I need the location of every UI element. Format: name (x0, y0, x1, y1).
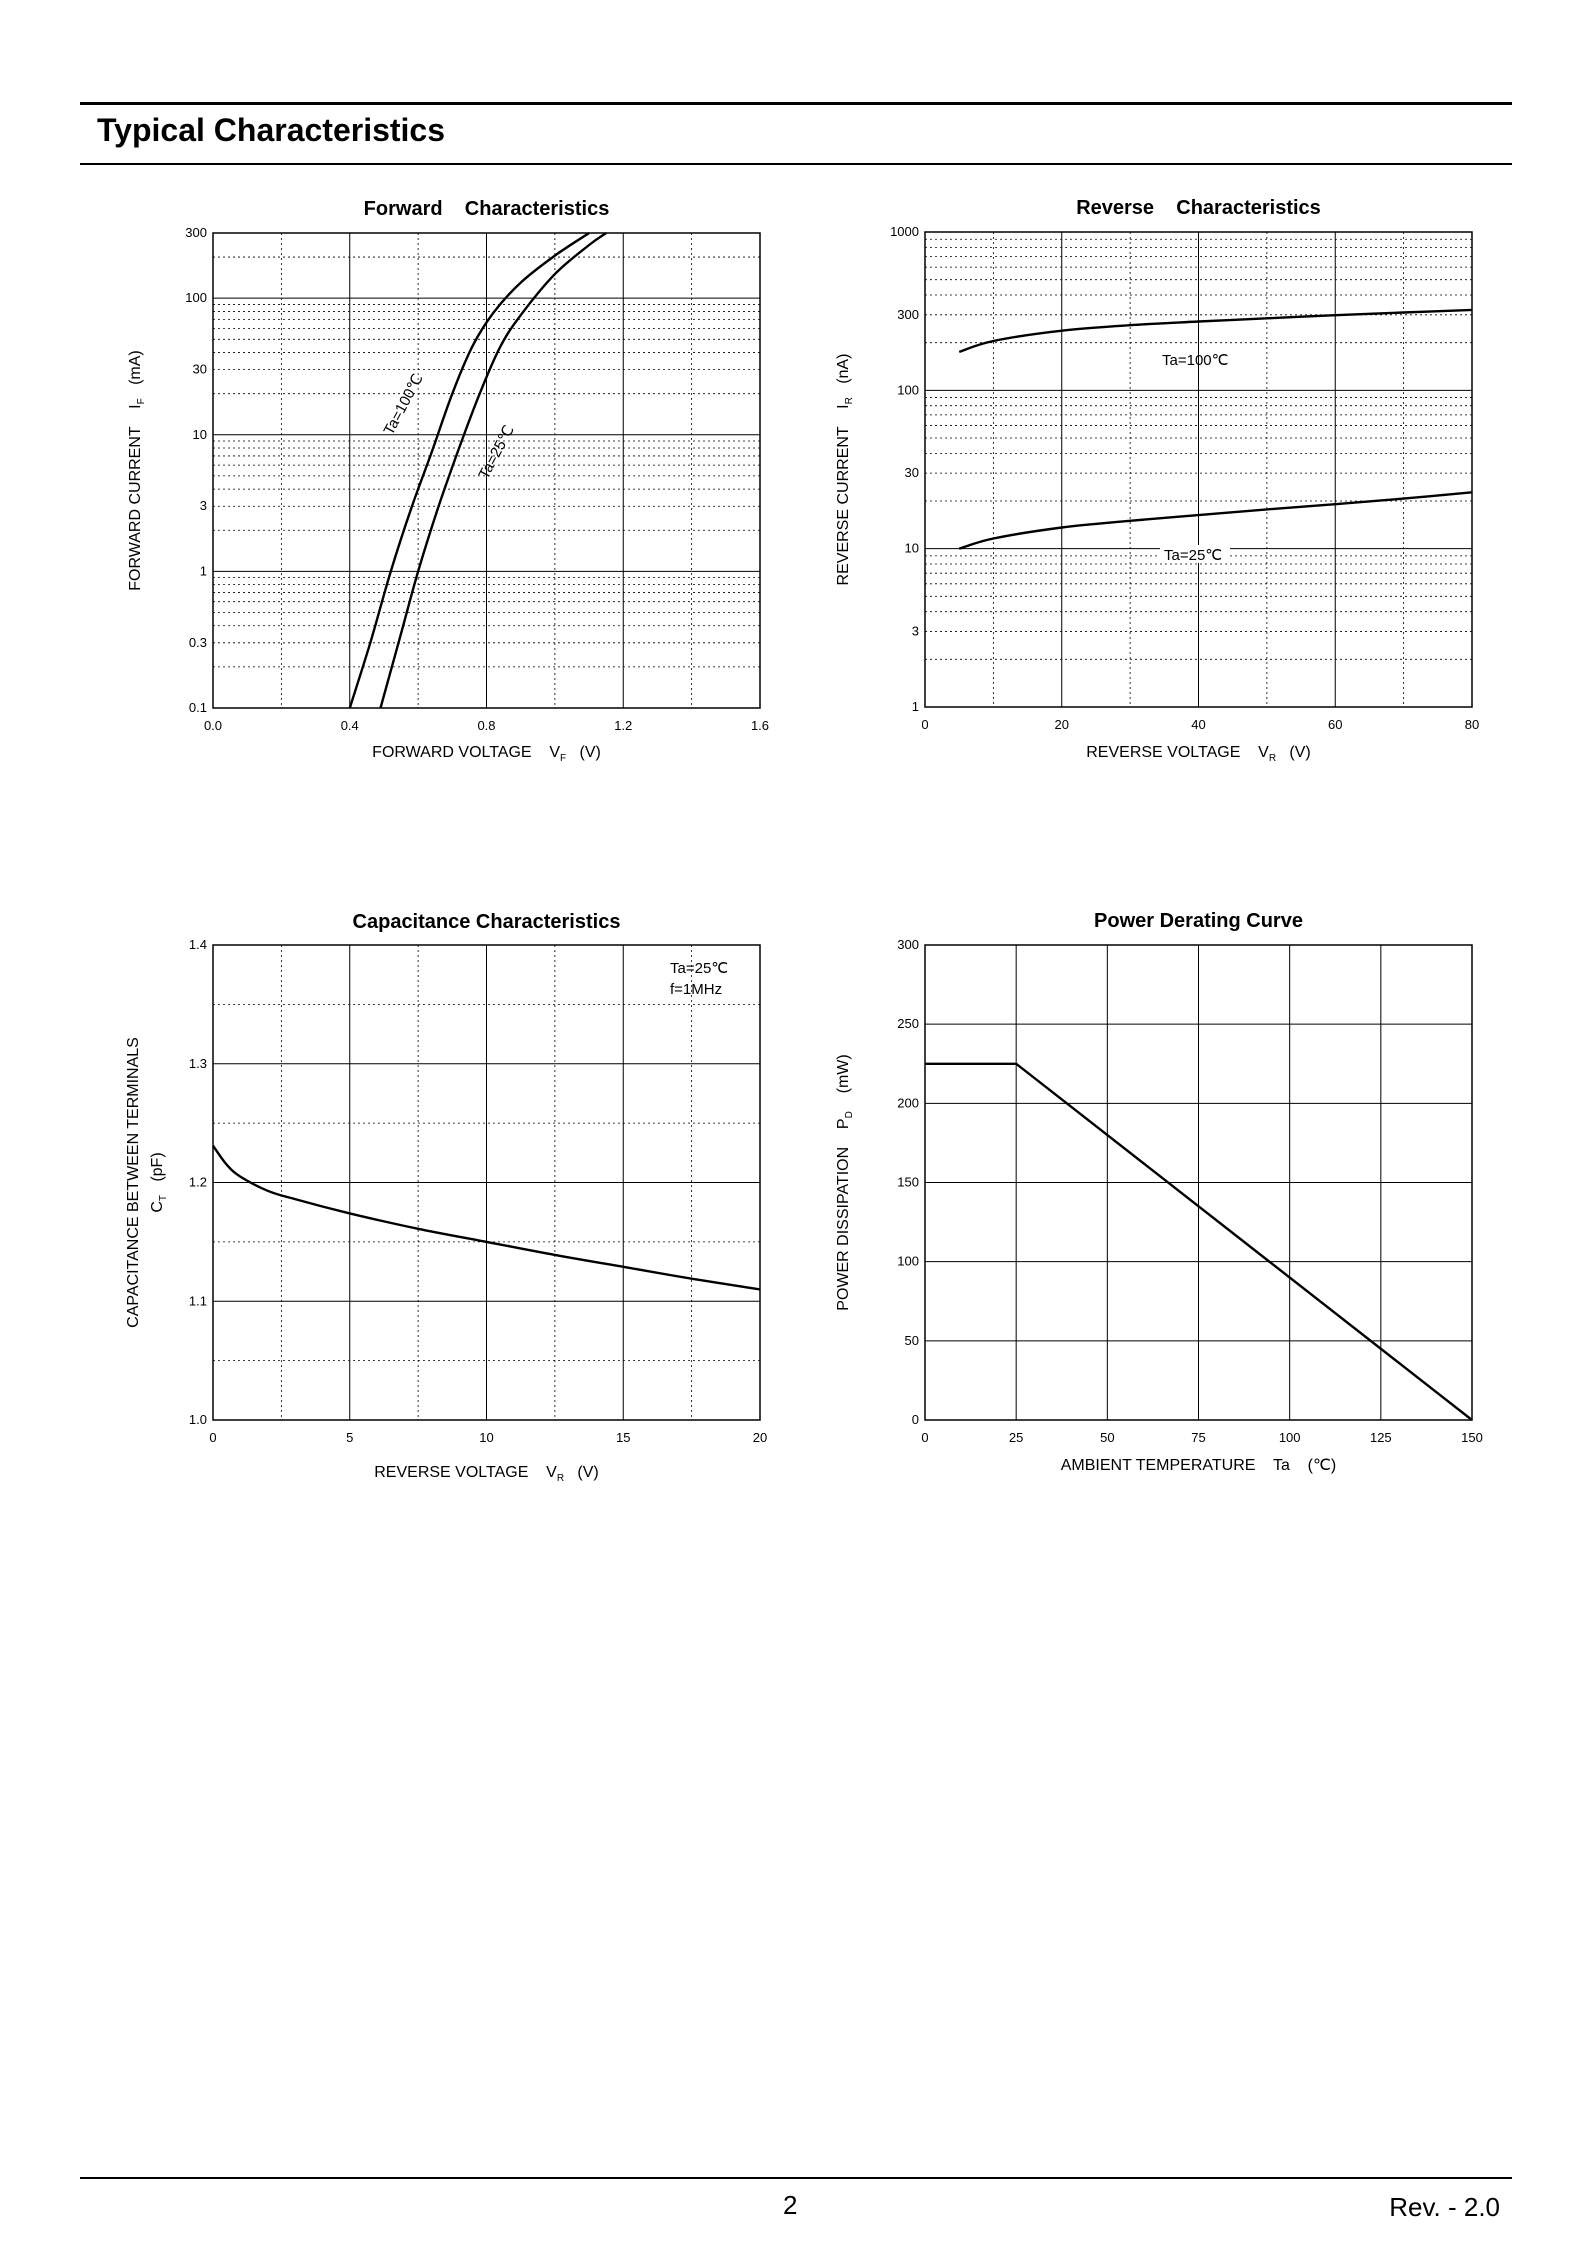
y-tick-label: 300 (185, 225, 207, 240)
x-tick-label: 150 (1461, 1430, 1483, 1445)
x-tick-label: 25 (1009, 1430, 1023, 1445)
y-tick-label: 3 (200, 498, 207, 513)
page-number: 2 (783, 2190, 798, 2220)
top-rule (80, 102, 1512, 105)
chart-title: Capacitance Characteristics (353, 911, 621, 933)
y-tick-label: 100 (185, 290, 207, 305)
chart-title: Reverse Characteristics (1076, 197, 1321, 219)
series-line-1 (379, 232, 607, 709)
y-tick-label: 30 (905, 465, 919, 480)
x-tick-label: 50 (1100, 1430, 1114, 1445)
y-axis-label: FORWARD CURRENT IF (mA) (127, 350, 147, 591)
bottom-rule (80, 2177, 1512, 2179)
y-axis-label-unit: CT (pF) (149, 1152, 169, 1212)
page-title: Typical Characteristics (97, 112, 446, 148)
x-tick-label: 60 (1328, 717, 1342, 732)
y-tick-label: 300 (897, 937, 919, 952)
chart-title: Forward Characteristics (364, 198, 610, 220)
series-line-1 (958, 491, 1473, 550)
y-tick-label: 1.4 (189, 937, 207, 952)
x-tick-label: 0 (921, 717, 928, 732)
x-tick-label: 0.0 (204, 718, 222, 733)
y-tick-label: 1.2 (189, 1175, 207, 1190)
y-tick-label: 200 (897, 1095, 919, 1110)
x-tick-label: 0.8 (477, 718, 495, 733)
x-tick-label: 0.4 (341, 718, 359, 733)
annotation-frequency: f=1MHz (670, 981, 722, 998)
series-label-ta25-bg (1160, 545, 1230, 563)
x-tick-label: 0 (921, 1430, 928, 1445)
x-tick-label: 0 (209, 1430, 216, 1445)
y-tick-label: 10 (905, 541, 919, 556)
x-tick-label: 15 (616, 1430, 630, 1445)
y-tick-label: 0.3 (189, 635, 207, 650)
y-tick-label: 10 (193, 427, 207, 442)
series-line-0 (348, 232, 590, 709)
y-tick-label: 100 (897, 1254, 919, 1269)
series-line-0 (958, 308, 1473, 354)
x-tick-label: 10 (479, 1430, 493, 1445)
y-tick-label: 1 (200, 563, 207, 578)
x-axis-label: REVERSE VOLTAGE VR (V) (1086, 744, 1310, 764)
x-tick-label: 100 (1279, 1430, 1301, 1445)
y-tick-label: 30 (193, 362, 207, 377)
x-tick-label: 5 (346, 1430, 353, 1445)
y-tick-label: 300 (897, 307, 919, 322)
x-tick-label: 1.2 (614, 718, 632, 733)
y-tick-label: 1.3 (189, 1056, 207, 1071)
y-tick-label: 1.0 (189, 1412, 207, 1427)
x-axis-label: AMBIENT TEMPERATURE Ta (℃) (1061, 1457, 1337, 1474)
y-tick-label: 1.1 (189, 1293, 207, 1308)
y-tick-label: 250 (897, 1016, 919, 1031)
series-label-ta25: Ta=25℃ (1164, 547, 1222, 564)
y-axis-label: POWER DISSIPATION PD (mW) (835, 1054, 855, 1310)
x-axis-label: FORWARD VOLTAGE VF (V) (372, 744, 601, 764)
y-tick-label: 50 (905, 1333, 919, 1348)
y-axis-label: REVERSE CURRENT IR (nA) (835, 354, 855, 586)
x-tick-label: 40 (1191, 717, 1205, 732)
x-tick-label: 125 (1370, 1430, 1392, 1445)
y-axis-label: CAPACITANCE BETWEEN TERMINALS (125, 1037, 142, 1328)
y-tick-label: 0.1 (189, 700, 207, 715)
x-tick-label: 80 (1465, 717, 1479, 732)
annotation-temperature: Ta=25℃ (670, 960, 728, 977)
revision-label: Rev. - 2.0 (1389, 2192, 1500, 2222)
x-axis-label: REVERSE VOLTAGE VR (V) (374, 1464, 598, 1484)
x-tick-label: 75 (1191, 1430, 1205, 1445)
x-tick-label: 1.6 (751, 718, 769, 733)
y-tick-label: 0 (912, 1412, 919, 1427)
x-tick-label: 20 (753, 1430, 767, 1445)
y-tick-label: 3 (912, 623, 919, 638)
y-tick-label: 1000 (890, 224, 919, 239)
y-tick-label: 100 (897, 382, 919, 397)
chart-title: Power Derating Curve (1094, 910, 1303, 932)
series-label-ta100: Ta=100℃ (1162, 352, 1228, 369)
y-tick-label: 1 (912, 699, 919, 714)
series-line-0 (212, 1144, 761, 1291)
x-tick-label: 20 (1055, 717, 1069, 732)
series-line-0 (925, 1062, 1473, 1421)
title-underline (80, 163, 1512, 165)
y-tick-label: 150 (897, 1175, 919, 1190)
